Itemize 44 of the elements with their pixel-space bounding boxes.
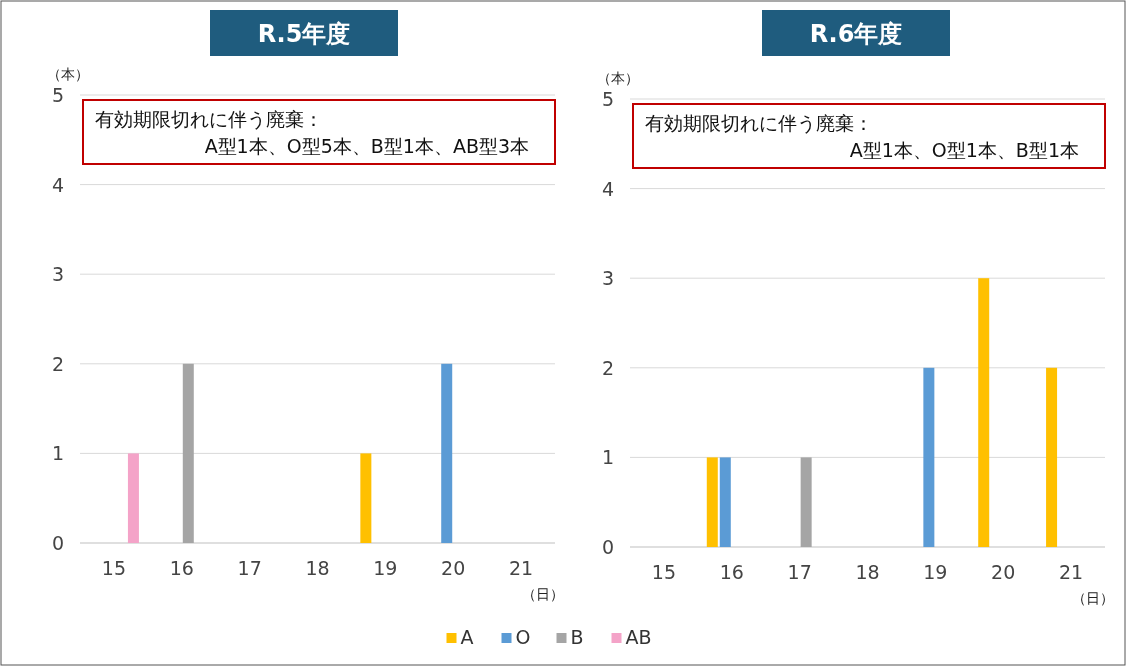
chart-title: R.6年度 — [809, 20, 903, 48]
y-tick-label: 1 — [51, 442, 65, 465]
x-tick-label: 19 — [373, 557, 398, 579]
x-tick-label: 17 — [237, 557, 262, 579]
x-tick-label: 20 — [991, 561, 1016, 583]
y-tick-label: 4 — [601, 177, 615, 200]
bar — [978, 278, 990, 547]
y-tick-label: 3 — [51, 263, 65, 286]
annotation: 有効期限切れに伴う廃棄： A型1本、O型5本、B型1本、AB型3本 — [95, 108, 529, 157]
legend-label: B — [570, 626, 584, 648]
y-tick-label: 0 — [51, 532, 65, 554]
x-tick-label: 18 — [855, 561, 880, 583]
x-axis-title: （日） — [1072, 590, 1114, 606]
y-axis-title: （本） — [47, 66, 89, 82]
x-tick-label: 16 — [169, 557, 194, 579]
bar — [719, 457, 731, 547]
y-tick-label: 2 — [51, 352, 65, 375]
x-tick-label: 21 — [508, 557, 534, 579]
y-tick-label: 0 — [601, 536, 615, 558]
bar — [1046, 367, 1058, 547]
x-tick-label: 21 — [1058, 561, 1084, 583]
chart-title: R.5年度 — [257, 20, 351, 48]
legend-label: A — [460, 626, 474, 648]
x-tick-label: 17 — [787, 561, 812, 583]
legend-label: O — [515, 626, 531, 648]
bar — [923, 367, 935, 547]
bar — [800, 457, 812, 547]
y-tick-label: 1 — [601, 446, 615, 469]
x-tick-label: 20 — [441, 557, 466, 579]
x-tick-label: 19 — [923, 561, 948, 583]
bar — [706, 457, 718, 547]
y-tick-label: 5 — [51, 84, 65, 106]
x-tick-label: 15 — [101, 557, 127, 579]
x-tick-label: 18 — [305, 557, 330, 579]
y-tick-label: 2 — [601, 356, 615, 379]
y-tick-label: 4 — [51, 173, 65, 196]
annotation: 有効期限切れに伴う廃棄： A型1本、O型1本、B型1本 — [645, 112, 1079, 161]
y-tick-label: 3 — [601, 267, 615, 290]
x-tick-label: 16 — [719, 561, 744, 583]
legend-label: AB — [625, 626, 652, 648]
x-axis-title: （日） — [522, 586, 564, 602]
y-axis-title: （本） — [597, 70, 639, 86]
y-tick-label: 5 — [601, 88, 615, 110]
x-tick-label: 15 — [651, 561, 677, 583]
